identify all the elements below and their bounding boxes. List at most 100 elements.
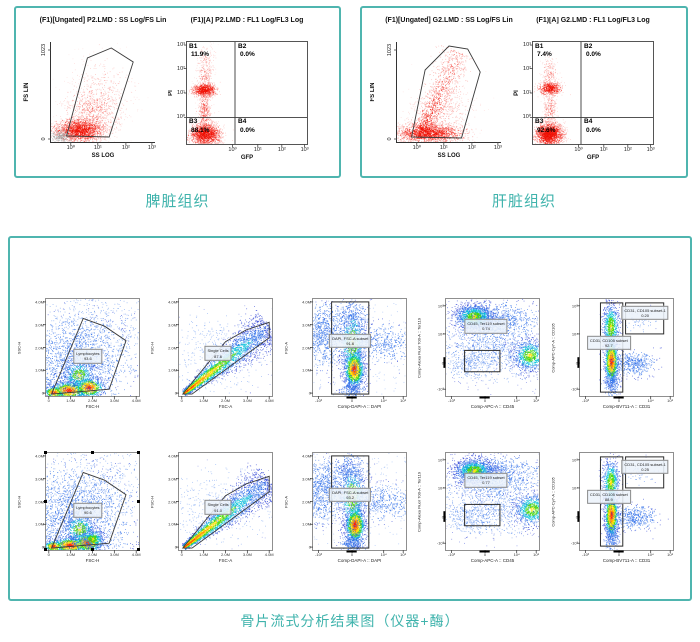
r2c1-ytick: 4.0M [35, 453, 44, 459]
liver-pigfp-ytick: 10⁰ [522, 114, 531, 121]
r1c2-gate-label: Single Cells 87.6 [204, 346, 232, 361]
r2c5-gate-label: CD31, CD105 subset-1 0.25 [621, 459, 669, 474]
r1c2-x-axis-label: FSC-A [218, 404, 233, 409]
liver-pigfp-ytick: 10¹ [523, 90, 531, 96]
gate-name: CD31, CD105 subset-1 [624, 307, 666, 313]
r2c3-overlay [310, 455, 404, 553]
r2c5-xtick: 10⁵ [667, 551, 674, 557]
liver-pigfp-canvas [533, 42, 653, 144]
liver-pigfp-quadrant-B4: B4 0.0% [584, 118, 601, 135]
r2c5-ytick: 10⁴ [571, 485, 578, 491]
spleen-pigfp-canvas [187, 42, 307, 144]
gate-name: Lymphocytes [76, 505, 100, 511]
r2c5-plot: -10³ 0 10⁴ 10⁵ -10³ 0 10⁴ 10⁵ Comp-BV711-A :: CD… [551, 452, 674, 563]
quadrant-percentage: 92.6% [537, 126, 556, 134]
spleen-pigfp-xtick: 10² [277, 147, 286, 153]
r2c3-y-axis-label: FSC-A [283, 495, 289, 508]
quadrant-name: B4 [238, 118, 247, 126]
r2c1-ytick: 3.0M [35, 476, 44, 482]
r1c5-ytick: 10⁵ [571, 303, 578, 309]
liver-ssfs-plot: (F1)[Ungated] G2.LMD : SS Log/FS Lin 10⁰ 1… [370, 17, 513, 159]
r1c1-ytick: 1.0M [35, 367, 44, 373]
r2c3-plot: -10³ 0 10⁴ 10⁵ 0 1.0M 2.0M 3.0M 4.0M Comp-DAPI-A … [284, 452, 407, 563]
r1c4-xtick: 10⁵ [533, 397, 540, 403]
gate-percentage: 91.0 [214, 507, 222, 513]
r2c5-ytick: 0 [575, 514, 578, 520]
gate-percentage: 92.7 [604, 342, 613, 348]
spleen-pigfp-plot: (F1)[A] P2.LMD : FL1 Log/FL3 Log 10⁰ 10¹ 10… [168, 17, 309, 161]
r2c1-selection-handle [44, 451, 47, 454]
liver-ssfs-xtick: 10⁰ [412, 145, 421, 151]
r1c1-xtick: 2.0M [88, 397, 97, 403]
r2c1-ytick: 0 [41, 544, 44, 550]
r1c5-gate-label: CD31, CD105 subset-1 0.20 [621, 305, 669, 320]
r1c4-xtick: -10³ [448, 397, 456, 403]
r1c3-xtick: 10⁵ [400, 397, 407, 403]
r1c3-xtick: 10⁴ [380, 397, 387, 403]
quadrant-name: B3 [535, 118, 544, 126]
r2c3-ytick: 0 [308, 544, 311, 550]
r1c2-y-axis-label: FSC-H [149, 341, 155, 354]
quadrant-percentage: 0.0% [586, 51, 601, 59]
liver-ssfs-ytick: 1023 [387, 43, 393, 57]
r1c1-gate-label: Lymphocytes 93.6 [73, 349, 103, 364]
gate-percentage: 88.9 [604, 496, 613, 502]
r1c5-plot: -10³ 0 10⁴ 10⁵ -10³ 0 10⁴ 10⁵ Comp-BV711-A :: CD… [551, 298, 674, 409]
r1c2-xtick: 3.0M [242, 397, 252, 403]
r2c1-xtick: 0 [47, 551, 50, 557]
r1c1-y-axis-label: SSC-H [16, 341, 22, 354]
spleen-pigfp-quadrant-B4: B4 0.0% [238, 118, 255, 135]
spleen-ssfs-title: (F1)[Ungated] P2.LMD : SS Log/FS Lin [39, 17, 167, 24]
gate-name: CD31, CD105 subset [589, 491, 628, 497]
spleen-pigfp-quadrant-B3: B3 88.1% [189, 118, 209, 135]
quadrant-name: B4 [584, 118, 593, 126]
quadrant-percentage: 0.0% [586, 126, 601, 134]
r1c2-ytick: 3.0M [168, 322, 177, 328]
spleen-ssfs-y-axis-label: FS LIN [24, 82, 30, 102]
liver-pigfp-quadrant-B3: B3 92.6% [535, 118, 555, 135]
r2c4-ytick: 10⁵ [437, 457, 444, 463]
spleen-plots-host: (F1)[Ungated] P2.LMD : SS Log/FS Lin 10⁰ 1… [16, 8, 339, 176]
r1c3-gate-label: DAPI, FSC-A subset 91.6 [329, 333, 372, 348]
r2c5-ytick: 10⁵ [571, 457, 578, 463]
liver-pigfp-quadrant-B1: B1 7.4% [535, 43, 552, 60]
r2c5-x-axis-label: Comp-BV711-A :: CD31 [602, 558, 651, 563]
spleen-pigfp-xtick: 10³ [300, 147, 309, 153]
r2c2-y-axis-label: FSC-H [149, 495, 155, 508]
r2c4-plot: -10³ 0 10⁴ 10⁵ -10³ 0 10⁴ 10⁵ Comp-APC-A :: CD45… [417, 452, 540, 563]
r2c4-xtick: -10³ [448, 551, 456, 557]
r1c3-ytick: 0 [308, 390, 311, 396]
quadrant-name: B2 [238, 43, 247, 50]
r2c3-x-axis-label: Comp-DAPI-A :: DAPI [337, 558, 382, 563]
r1c5-xtick: 10⁵ [667, 397, 674, 403]
gate-percentage: 93.6 [83, 356, 92, 362]
r1c2-ytick: 1.0M [168, 367, 177, 373]
r1c2-plot: 0 1.0M 2.0M 3.0M 4.0M 0 1.0M 2.0M 3.0M 4.0M FSC-A F… [150, 298, 274, 409]
liver-ssfs-xtick: 10³ [493, 145, 502, 151]
r2c4-xtick: 10⁴ [513, 551, 520, 557]
r1c3-xtick: -10³ [315, 397, 323, 403]
gate-name: Single Cells [207, 348, 229, 354]
r2c2-xtick: 4.0M [264, 551, 274, 557]
r2c4-ytick: 0 [441, 514, 444, 520]
gate-name: Lymphocytes [76, 351, 100, 357]
quadrant-name: B3 [189, 118, 198, 126]
liver-ssfs-overlay [394, 45, 499, 145]
r1c1-xtick: 1.0M [66, 397, 76, 403]
r1c1-ytick: 4.0M [35, 299, 44, 305]
r2c5-xtick: -10³ [582, 551, 590, 557]
r1c1-overlay [43, 301, 137, 399]
r2c5-xtick: 0 [617, 551, 621, 557]
spleen-ssfs-xtick: 10² [121, 145, 130, 151]
r1c4-gate-label: CD45, Ter119 subset 0.74 [464, 318, 508, 334]
r2c1-overlay [43, 455, 137, 553]
r1c2-ytick: 0 [174, 390, 177, 396]
r1c5-x-axis-label: Comp-BV711-A :: CD31 [602, 404, 651, 409]
liver-caption: 肝脏组织 [491, 193, 556, 210]
r2c1-selection-handle [137, 451, 140, 454]
r1c5-y-axis-label: Comp-APC-Cy7-A :: CD105 [550, 322, 556, 373]
gate-percentage: 93.2 [346, 494, 355, 500]
r1c3-y-axis-label: FSC-A [283, 341, 289, 354]
r2c1-selection-handle [44, 499, 47, 503]
liver-pigfp-y-axis-label: PI [514, 90, 520, 96]
